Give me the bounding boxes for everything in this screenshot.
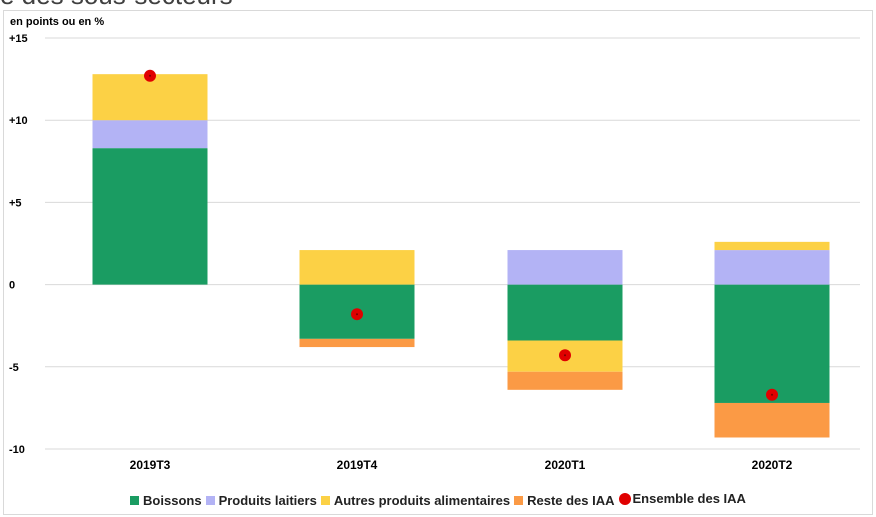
bar-segment [299, 250, 415, 285]
bars [92, 74, 830, 438]
x-tick-label: 2019T4 [337, 458, 378, 472]
bar-segment [714, 284, 830, 403]
legend: Boissons Produits laitiers Autres produits… [0, 491, 876, 508]
y-tick-label: -10 [9, 444, 25, 456]
bar-segment [714, 250, 830, 285]
y-tick-label: +10 [9, 115, 28, 127]
bar-segment [92, 74, 208, 121]
legend-item: Autres produits alimentaires [320, 492, 511, 508]
x-tick-label: 2020T1 [545, 458, 586, 472]
legend-label: Ensemble des IAA [632, 491, 746, 506]
total-marker-center [564, 354, 566, 357]
total-marker-center [149, 74, 151, 77]
legend-item: Produits laitiers [205, 492, 317, 508]
legend-swatch [205, 495, 215, 505]
chart-title-fragment: e des sous-secteurs [0, 0, 233, 11]
y-tick-labels: +15 +10 +5 0 -5 -10 [9, 33, 28, 456]
legend-item: Reste des IAA [514, 492, 615, 508]
bar-segment [507, 371, 623, 390]
bar-segment [507, 284, 623, 341]
bar-segment [92, 148, 208, 285]
total-marker-center [771, 393, 773, 396]
legend-swatch [514, 495, 524, 505]
legend-label: Autres produits alimentaires [333, 492, 511, 508]
bar-segment [507, 250, 623, 285]
bar-segment [714, 241, 830, 251]
y-tick-label: +15 [9, 33, 28, 45]
legend-swatch [130, 495, 140, 505]
legend-label: Reste des IAA [527, 492, 615, 508]
y-tick-label: -5 [9, 362, 19, 374]
legend-marker [618, 492, 631, 505]
y-tick-label: 0 [9, 280, 15, 292]
y-tick-label: +5 [9, 197, 22, 209]
total-marker-center [356, 313, 358, 316]
legend-label: Produits laitiers [218, 492, 317, 508]
legend-label: Boissons [143, 492, 202, 508]
x-tick-label: 2019T3 [130, 458, 171, 472]
legend-swatch [320, 495, 330, 505]
chart-frame [3, 10, 873, 515]
bar-segment [92, 120, 208, 149]
legend-item: Ensemble des IAA [618, 491, 746, 506]
x-tick-label: 2020T2 [752, 458, 793, 472]
bar-segment [299, 338, 415, 348]
x-tick-labels: 2019T3 2019T4 2020T1 2020T2 [130, 458, 793, 472]
bar-segment [714, 402, 830, 438]
total-markers [144, 69, 778, 401]
unit-label: en points ou en % [10, 16, 105, 28]
legend-item: Boissons [130, 493, 202, 508]
